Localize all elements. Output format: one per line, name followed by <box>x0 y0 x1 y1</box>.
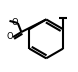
Text: O: O <box>7 32 13 41</box>
Text: O: O <box>11 18 18 27</box>
